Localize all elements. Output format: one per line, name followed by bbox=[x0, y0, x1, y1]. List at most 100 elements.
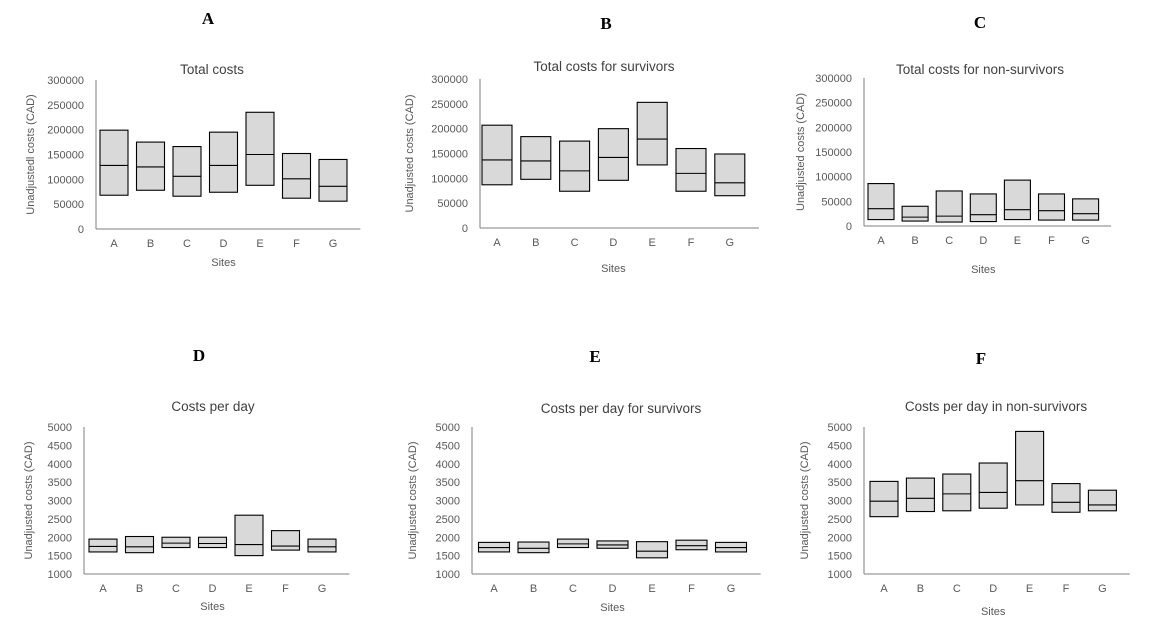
y-tick-label: 0 bbox=[462, 223, 468, 235]
box-d bbox=[197, 536, 228, 549]
y-tick-label: 250000 bbox=[815, 98, 852, 110]
y-tick-label: 4000 bbox=[828, 459, 852, 471]
y-axis-title: Unadjusted costs (CAD) bbox=[407, 442, 419, 560]
x-tick-label: A bbox=[877, 235, 885, 247]
y-tick-label: 2000 bbox=[436, 532, 460, 544]
y-tick-label: 200000 bbox=[815, 122, 852, 134]
y-tick-label: 5000 bbox=[436, 422, 460, 434]
box-b bbox=[905, 477, 935, 513]
box-g bbox=[1072, 198, 1100, 221]
panel-letter: E bbox=[589, 347, 600, 366]
x-tick-label: F bbox=[1048, 235, 1055, 247]
y-tick-label: 4500 bbox=[828, 440, 852, 452]
y-tick-label: 200000 bbox=[47, 125, 84, 137]
panel-letter: C bbox=[974, 13, 986, 32]
box-e bbox=[245, 111, 275, 186]
x-tick-label: G bbox=[727, 583, 736, 595]
x-tick-label: C bbox=[953, 583, 961, 595]
x-tick-label: G bbox=[726, 237, 735, 249]
box-c bbox=[935, 190, 963, 223]
x-tick-label: G bbox=[1081, 235, 1090, 247]
panel-letter: A bbox=[202, 9, 215, 28]
y-tick-label: 4500 bbox=[436, 440, 460, 452]
box-b bbox=[901, 205, 929, 222]
y-axis-title: Unadjusted costs (CAD) bbox=[799, 442, 811, 560]
x-tick-label: B bbox=[136, 583, 143, 595]
box-b bbox=[517, 541, 550, 554]
y-tick-label: 3000 bbox=[48, 496, 72, 508]
box-b bbox=[520, 136, 552, 180]
y-tick-label: 5000 bbox=[828, 422, 852, 434]
box-d bbox=[597, 128, 629, 181]
box-c bbox=[942, 473, 972, 512]
box-e bbox=[1015, 430, 1045, 506]
y-tick-label: 1000 bbox=[436, 569, 460, 581]
y-tick-label: 2000 bbox=[828, 532, 852, 544]
y-tick-label: 0 bbox=[846, 221, 852, 233]
x-tick-label: C bbox=[183, 238, 191, 250]
y-tick-label: 150000 bbox=[815, 147, 852, 159]
box-g bbox=[1087, 489, 1117, 512]
box-b bbox=[124, 535, 155, 554]
y-tick-label: 150000 bbox=[47, 150, 84, 162]
panel-e: E Costs per day for survivors 1000 1500 2000… bbox=[407, 347, 761, 614]
x-tick-label: F bbox=[688, 583, 695, 595]
x-tick-label: B bbox=[917, 583, 924, 595]
y-tick-label: 1500 bbox=[436, 551, 460, 563]
x-tick-label: G bbox=[318, 583, 327, 595]
y-tick-label: 1500 bbox=[828, 551, 852, 563]
y-axis-title: Unadjustedl costs (CAD) bbox=[25, 94, 37, 214]
y-tick-label: 100000 bbox=[431, 173, 468, 185]
y-tick-label: 2500 bbox=[48, 514, 72, 526]
x-axis-title: Sites bbox=[981, 606, 1006, 618]
x-tick-label: A bbox=[493, 237, 501, 249]
box-g bbox=[318, 158, 348, 202]
x-tick-label: C bbox=[172, 583, 180, 595]
box-c bbox=[559, 140, 591, 192]
chart-title: Total costs for survivors bbox=[533, 59, 674, 74]
box-d bbox=[969, 193, 997, 223]
y-axis-title: Unadjusted costs (CAD) bbox=[23, 442, 35, 560]
x-tick-label: D bbox=[609, 237, 617, 249]
y-tick-label: 4500 bbox=[48, 440, 72, 452]
panel-letter: F bbox=[976, 349, 986, 368]
x-tick-label: E bbox=[1026, 583, 1033, 595]
y-axis-title: Unadjusted costs (CAD) bbox=[404, 95, 416, 213]
panel-c: C Total costs for non-survivors 0 50000 1000… bbox=[795, 13, 1112, 276]
x-tick-label: C bbox=[569, 583, 577, 595]
box-a bbox=[867, 183, 895, 221]
y-tick-label: 200000 bbox=[431, 124, 468, 136]
box-c bbox=[161, 536, 191, 549]
box-a bbox=[88, 538, 118, 553]
panel-b: B Total costs for survivors 0 50000 100000 15… bbox=[404, 14, 759, 275]
y-tick-label: 300000 bbox=[815, 73, 852, 85]
x-axis-title: Sites bbox=[601, 263, 626, 275]
y-tick-label: 1000 bbox=[828, 569, 852, 581]
x-tick-label: E bbox=[1014, 235, 1021, 247]
box-e bbox=[1003, 179, 1031, 221]
y-tick-label: 2500 bbox=[436, 514, 460, 526]
box-a bbox=[99, 129, 129, 196]
box-e bbox=[636, 101, 668, 166]
box-f bbox=[675, 147, 707, 192]
x-tick-label: B bbox=[530, 583, 537, 595]
x-tick-label: C bbox=[571, 237, 579, 249]
y-tick-label: 300000 bbox=[431, 74, 468, 86]
x-tick-label: D bbox=[209, 583, 217, 595]
box-d bbox=[208, 131, 239, 193]
panel-d: D Costs per day 1000 1500 2000 2500 3000 3500 40… bbox=[23, 346, 350, 613]
x-tick-label: A bbox=[110, 238, 118, 250]
y-tick-label: 2000 bbox=[48, 532, 72, 544]
x-tick-label: D bbox=[989, 583, 997, 595]
box-f bbox=[1037, 193, 1066, 221]
x-tick-label: F bbox=[688, 237, 695, 249]
x-tick-label: D bbox=[609, 583, 617, 595]
panel-a: A Total costs 0 50000 100000 150000 200000 2500… bbox=[25, 9, 361, 269]
x-axis-title: Sites bbox=[200, 601, 225, 613]
x-tick-label: F bbox=[1063, 583, 1070, 595]
x-tick-label: E bbox=[649, 237, 656, 249]
box-e bbox=[635, 541, 669, 559]
y-tick-label: 300000 bbox=[47, 75, 84, 87]
box-a bbox=[869, 480, 899, 518]
x-tick-label: E bbox=[648, 583, 655, 595]
